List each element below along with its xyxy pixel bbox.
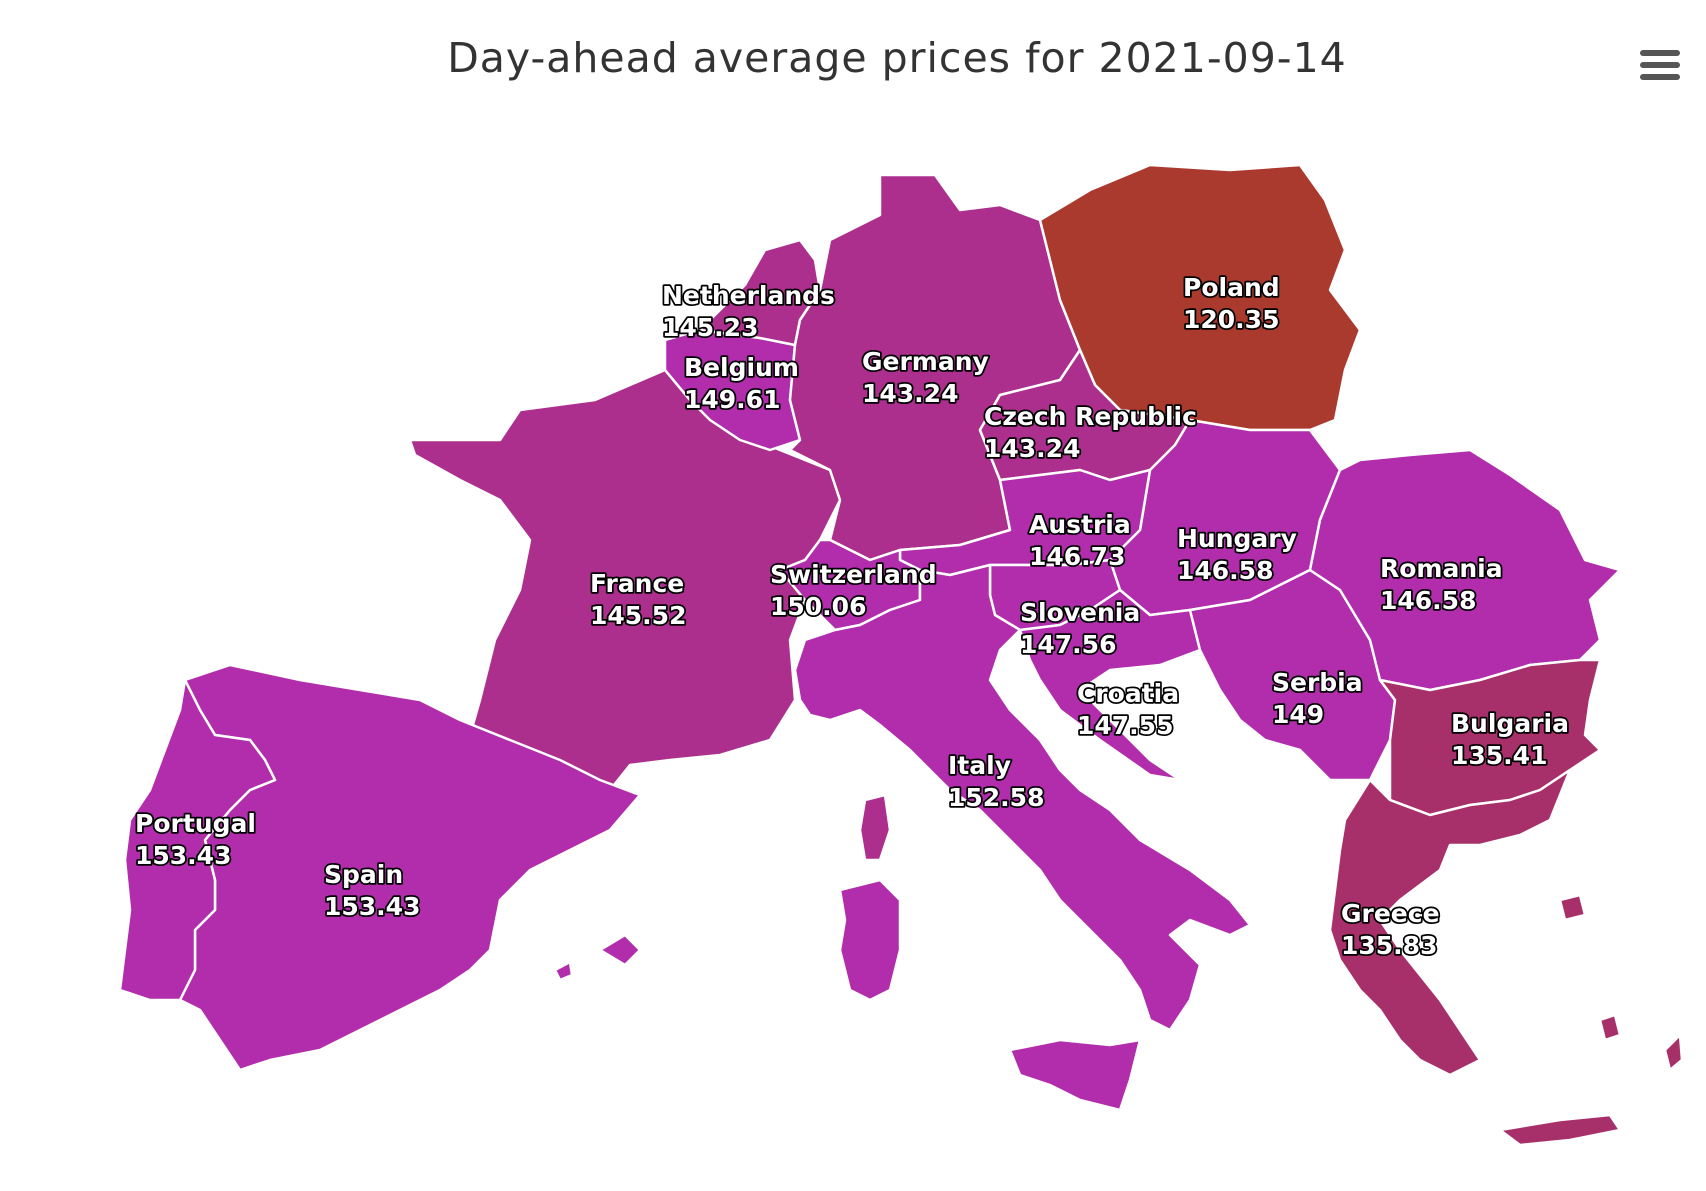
region-value-romania: 146.58: [1380, 586, 1476, 615]
map-region-greece-island[interactable]: [1598, 1013, 1622, 1042]
region-value-poland: 120.35: [1183, 305, 1279, 334]
map-region-italy-sardinia[interactable]: [838, 878, 902, 1002]
map-region-greece[interactable]: [1328, 768, 1572, 1077]
region-value-bulgaria: 135.41: [1451, 741, 1547, 770]
region-label-bulgaria: Bulgaria: [1451, 709, 1569, 738]
region-label-italy: Italy: [948, 751, 1011, 780]
map-region-spain-island[interactable]: [553, 960, 574, 982]
region-value-greece: 135.83: [1341, 931, 1437, 960]
region-label-belgium: Belgium: [684, 353, 799, 382]
region-value-netherlands: 145.23: [662, 313, 758, 342]
region-label-slovenia: Slovenia: [1020, 598, 1140, 627]
map-region-spain-island[interactable]: [598, 933, 642, 967]
map-region-portugal[interactable]: [118, 678, 277, 1002]
hamburger-menu-icon[interactable]: [1636, 46, 1684, 86]
region-label-czech-republic: Czech Republic: [984, 402, 1197, 431]
map-region-france[interactable]: [408, 368, 842, 792]
region-value-croatia: 147.55: [1077, 711, 1173, 740]
map-region-france-corsica[interactable]: [858, 793, 892, 862]
map-region-croatia[interactable]: [1018, 588, 1202, 782]
region-label-greece: Greece: [1341, 899, 1440, 928]
map-region-greece-crete[interactable]: [1498, 1113, 1622, 1147]
region-label-france: France: [590, 569, 684, 598]
region-label-romania: Romania: [1380, 554, 1503, 583]
map-region-greece-island[interactable]: [1558, 893, 1587, 922]
region-value-spain: 153.43: [324, 892, 420, 921]
region-label-austria: Austria: [1029, 510, 1131, 539]
region-value-italy: 152.58: [948, 783, 1044, 812]
map-region-greece-island[interactable]: [1663, 1033, 1684, 1072]
map-region-italy[interactable]: [793, 563, 1252, 1032]
region-value-germany: 143.24: [862, 379, 958, 408]
region-label-switzerland: Switzerland: [770, 560, 937, 589]
region-value-czech-republic: 143.24: [984, 434, 1080, 463]
region-label-portugal: Portugal: [135, 809, 256, 838]
map-region-bulgaria[interactable]: [1378, 658, 1602, 817]
region-value-portugal: 153.43: [135, 841, 231, 870]
region-value-slovenia: 147.56: [1020, 630, 1116, 659]
chart-title: Day-ahead average prices for 2021-09-14: [447, 34, 1347, 82]
region-value-austria: 146.73: [1029, 542, 1125, 571]
map-region-romania[interactable]: [1308, 448, 1622, 692]
region-value-belgium: 149.61: [684, 385, 780, 414]
region-value-switzerland: 150.06: [770, 592, 866, 621]
region-value-hungary: 146.58: [1177, 556, 1273, 585]
region-label-serbia: Serbia: [1272, 668, 1363, 697]
region-label-netherlands: Netherlands: [662, 281, 835, 310]
region-label-hungary: Hungary: [1177, 524, 1297, 553]
map-region-italy-sicily[interactable]: [1008, 1038, 1142, 1112]
map-region-netherlands[interactable]: [698, 238, 822, 347]
region-label-germany: Germany: [862, 347, 989, 376]
region-label-croatia: Croatia: [1077, 679, 1179, 708]
region-value-france: 145.52: [590, 601, 686, 630]
region-value-serbia: 149: [1272, 700, 1324, 729]
region-label-poland: Poland: [1183, 273, 1280, 302]
region-label-spain: Spain: [324, 860, 403, 889]
